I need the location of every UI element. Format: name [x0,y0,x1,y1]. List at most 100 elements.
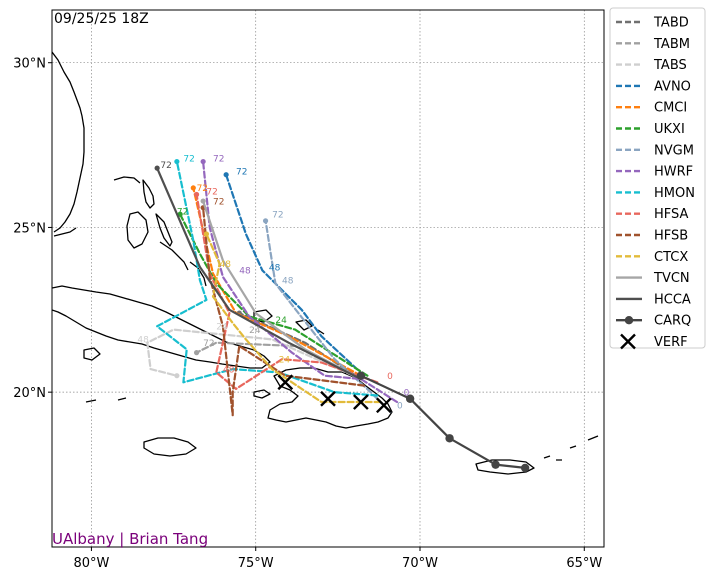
hour-label-hwrf: 48 [239,267,251,277]
legend-label-hfsb: HFSB [654,229,688,244]
legend-item-avno: AVNO [616,79,691,94]
legend-label-avno: AVNO [654,79,691,94]
legend-label-ctcx: CTCX [654,250,688,265]
y-tick-label: 20°N [13,386,46,401]
hour-label-ukxi: 72 [177,207,188,217]
graticule-grid [52,10,604,547]
map-background [52,10,604,547]
legend-frame [609,7,706,349]
y-tick-label: 25°N [13,221,46,236]
hour-label-hfsa: 0 [387,372,393,382]
coast-eleuthera [155,213,173,247]
coast-florida-keys [53,227,77,237]
carq-point [405,394,415,403]
track-ctcx [205,232,382,404]
hour-label-ctcx: 24 [279,356,291,366]
timestamp: 09/25/25 18Z [54,11,149,27]
track-avno [225,173,366,377]
verf-marker [353,394,369,410]
coast-jamaica [143,437,197,457]
track-end-nvgm [262,218,269,224]
verification-markers [277,374,392,414]
legend-item-ctcx: CTCX [616,250,688,265]
track-end-ukxi [177,211,183,217]
track-end-cmci [190,185,196,191]
coast-virgin-islands [543,435,599,461]
legend-label-ukxi: UKXI [654,122,685,137]
coast-hispaniola [267,367,393,429]
hour-label-tabs: 24 [216,323,228,333]
legend-label-carq: CARQ [654,314,691,329]
legend-item-ukxi: UKXI [616,122,685,137]
legend-item-tvcn: TVCN [616,271,690,286]
coast-turks-caicos [295,319,325,335]
hour-label-hmon: 72 [183,155,194,165]
verf-marker [320,390,336,407]
track-end-avno [223,172,229,178]
x-tick-label: 75°W [238,556,274,571]
track-end-tabm [193,350,200,356]
legend-label-hcca: HCCA [654,292,691,307]
track-hcca [156,167,362,381]
hour-label-hfsa: 48 [223,365,235,375]
hour-label-hfsb: 72 [213,197,224,207]
legend: TABD TABM TABS AVNO CMCI UKXI NVGM HWRF HMON HFSA… [609,7,706,350]
legend-label-tabm: TABM [653,37,690,52]
hour-label-tabs: 48 [137,336,149,346]
track-end-tvcn [200,198,206,204]
track-hwrf [202,160,399,404]
legend-item-carq: CARQ [616,314,691,329]
legend-label-tvcn: TVCN [653,271,690,286]
legend-label-tabd: TABD [653,16,689,31]
x-tick-label: 80°W [73,556,109,571]
coast-long-island [189,261,207,287]
credit-text: UAlbany | Brian Tang [52,530,208,548]
coast-florida [52,51,85,233]
verf-marker [277,374,294,391]
hour-label-ctcx: 48 [220,260,232,270]
legend-item-nvgm: NVGM [616,143,694,158]
carq-point [520,463,530,473]
coast-isla-juventud [83,347,101,361]
legend-item-hfsb: HFSB [616,229,688,244]
map-frame [51,9,605,548]
legend-item-tabd: TABD [616,16,689,31]
legend-item-verf: VERF [620,333,688,350]
legend-dot-carq [624,316,634,325]
legend-swatch-verf [620,333,636,350]
legend-item-hfsa: HFSA [616,207,689,222]
hour-label-nvgm: 0 [397,402,403,412]
legend-label-verf: VERF [654,335,688,350]
coast-grand-bahama [113,176,141,184]
legend-item-cmci: CMCI [616,101,687,116]
legend-label-hfsa: HFSA [654,207,689,222]
hour-label-hfsa: 72 [206,187,217,197]
carq-point [445,434,454,443]
legend-item-hmon: HMON [616,186,695,201]
legend-label-cmci: CMCI [654,101,687,116]
coast-exuma [159,241,189,271]
track-end-hmon [174,158,180,165]
track-tabs [146,328,362,381]
track-end-hcca [154,165,160,171]
hour-label-hwrf: 72 [213,155,224,165]
y-tick-label: 30°N [13,57,46,72]
carq-point [356,371,366,380]
track-end-hfsa [193,191,200,198]
x-tick-label: 65°W [566,556,602,571]
forecast-tracks [146,158,530,473]
x-tick-label: 70°W [402,556,438,571]
coast-cayman [85,397,127,403]
legend-item-hcca: HCCA [616,292,691,307]
legend-label-nvgm: NVGM [654,143,694,158]
coast-cuba [52,285,271,369]
coast-puerto-rico [475,459,535,475]
legend-label-tabs: TABS [653,58,687,73]
hour-label-nvgm: 72 [272,211,283,221]
track-hfsa [195,193,379,390]
track-end-tabs [174,373,180,379]
hour-label-tabm: 72 [203,339,214,349]
coast-gonave [253,389,271,399]
hour-label-hwrf: 0 [404,388,410,398]
